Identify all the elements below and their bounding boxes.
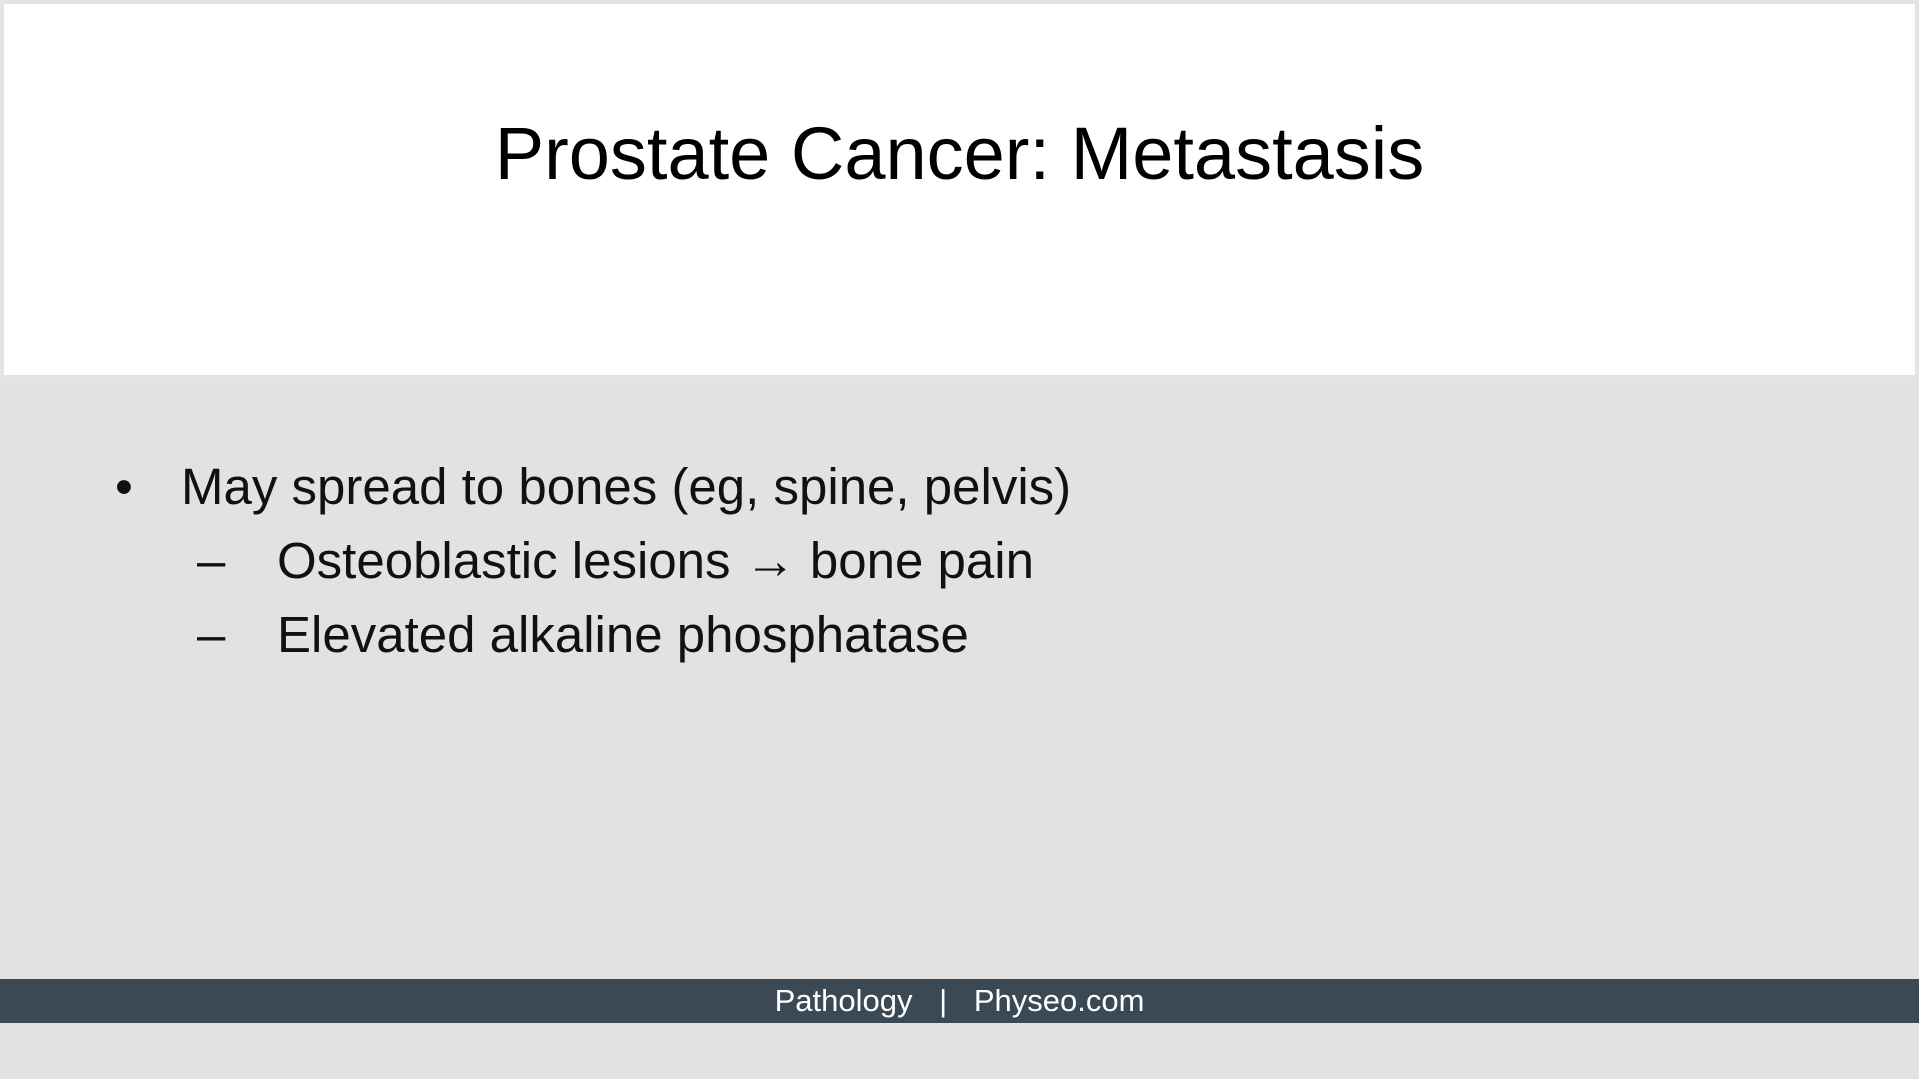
footer-bar: Pathology | Physeo.com: [0, 979, 1919, 1023]
footer-site: Physeo.com: [973, 983, 1145, 1018]
bullet-marker: •: [115, 458, 133, 515]
bullet-text: May spread to bones (eg, spine, pelvis): [181, 458, 1072, 515]
bullet-item: • May spread to bones (eg, spine, pelvis…: [115, 458, 1072, 515]
title-band: [0, 0, 1919, 381]
slide-body: • May spread to bones (eg, spine, pelvis…: [0, 384, 1919, 979]
sub-bullet-marker: –: [197, 532, 226, 589]
bottom-strip: [0, 1023, 1919, 1079]
sub-bullet-text: Osteoblastic lesions → bone pain: [277, 532, 1034, 589]
sub-bullet-item: – Elevated alkaline phosphatase: [197, 606, 969, 663]
sub-bullet-text: Elevated alkaline phosphatase: [277, 606, 969, 663]
slide-title: Prostate Cancer: Metastasis: [494, 112, 1425, 195]
footer-separator: |: [939, 983, 948, 1018]
sub-bullet-marker: –: [197, 606, 226, 663]
sub-bullet-item: – Osteoblastic lesions → bone pain: [197, 532, 1034, 589]
footer-subject: Pathology: [774, 983, 913, 1018]
